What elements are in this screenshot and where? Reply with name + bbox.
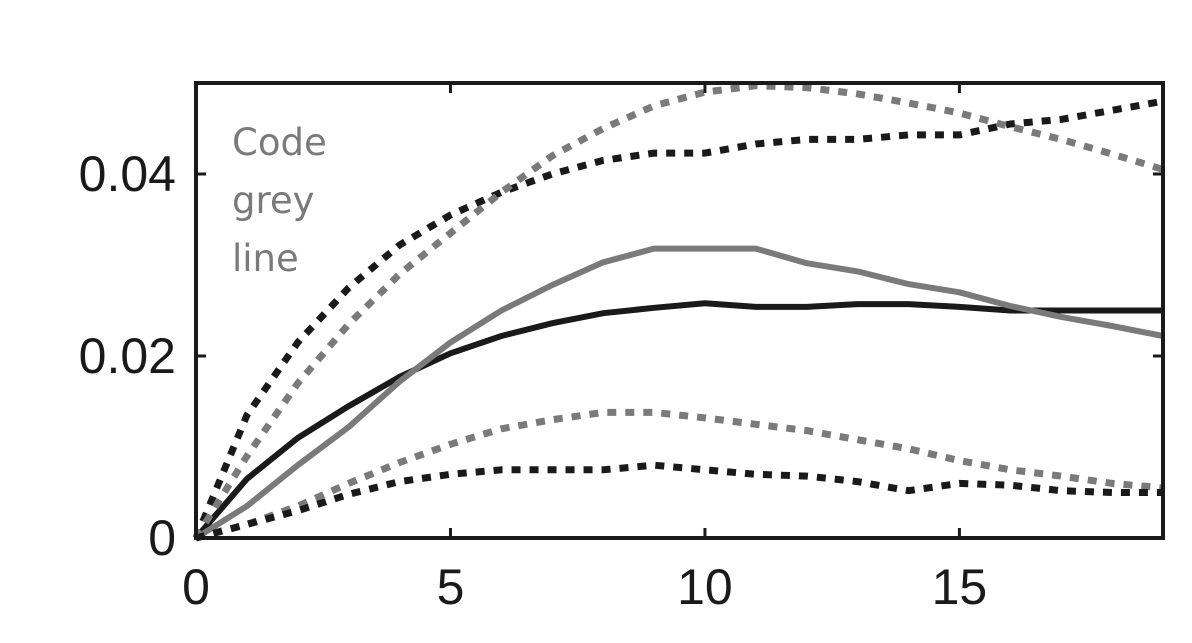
series-line-5-dotted xyxy=(195,408,1164,542)
series-line-1-solid xyxy=(193,300,1163,540)
series-line-2-solid xyxy=(194,245,1164,541)
annotation-line: Code xyxy=(232,121,327,164)
x-tick-label: 5 xyxy=(437,559,465,615)
series-line-3-dotted xyxy=(192,97,1164,540)
annotation-line: grey xyxy=(232,179,315,222)
annotation-line: line xyxy=(232,237,299,280)
ticks-layer: 0 5 10 15 0 0.02 0.04 xyxy=(79,83,1163,615)
plot-frame xyxy=(194,81,1165,540)
x-tick-label: 10 xyxy=(677,559,733,615)
x-tick-label: 15 xyxy=(932,559,988,615)
series-line-4-dotted xyxy=(193,82,1165,540)
y-tick-label: 0.02 xyxy=(79,328,176,384)
chart-annotation: Code grey line xyxy=(232,121,327,280)
x-tick-label: 0 xyxy=(182,559,210,615)
series-layer xyxy=(192,82,1165,542)
y-tick-label: 0.04 xyxy=(79,146,176,202)
series-line-6-dotted xyxy=(195,461,1163,542)
y-tick-label: 0 xyxy=(148,510,176,566)
